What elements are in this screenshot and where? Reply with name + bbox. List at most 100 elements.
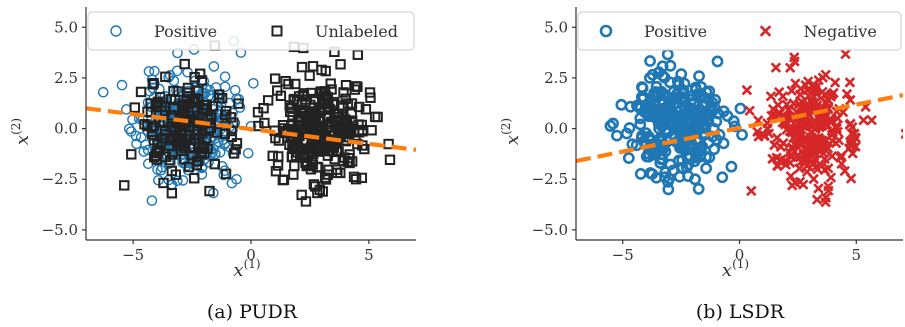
data-point-circle <box>702 93 715 105</box>
data-point-circle <box>673 123 686 135</box>
data-point-x <box>810 85 821 96</box>
data-point-square <box>272 85 283 96</box>
data-point-square <box>184 130 195 141</box>
data-point-square <box>219 109 231 120</box>
data-point-circle <box>692 183 705 195</box>
data-point-x <box>781 99 793 110</box>
data-point-square <box>288 169 299 180</box>
legend-frame <box>577 11 902 51</box>
data-point-square <box>147 79 159 90</box>
data-point-circle <box>716 171 729 184</box>
data-point-x <box>810 161 821 173</box>
data-point-square <box>139 119 150 130</box>
data-point-circle <box>116 79 128 91</box>
data-point-circle <box>640 127 652 140</box>
data-point-square <box>189 173 200 184</box>
data-point-square <box>307 61 319 72</box>
data-point-x <box>849 128 860 139</box>
data-point-x <box>840 48 851 60</box>
data-point-square <box>179 58 190 70</box>
data-point-square <box>338 87 349 98</box>
data-point-circle <box>97 86 109 98</box>
data-point-circle <box>615 98 628 111</box>
data-point-circle <box>146 195 158 206</box>
data-point-square <box>168 133 179 144</box>
data-point-circle <box>711 55 724 68</box>
legend-label-positive: Positive <box>154 22 217 41</box>
data-point-square <box>356 172 368 184</box>
legend: Positive Negative <box>577 11 902 51</box>
data-point-circle <box>177 175 189 186</box>
data-point-circle <box>130 130 142 142</box>
data-point-square <box>194 68 206 79</box>
data-point-square <box>337 155 348 166</box>
data-point-x <box>789 138 801 149</box>
data-point-square <box>354 101 365 113</box>
plot-area <box>86 35 416 207</box>
data-point-square <box>158 177 169 189</box>
data-point-x <box>816 120 827 132</box>
data-point-square <box>291 136 303 147</box>
data-point-circle <box>650 112 663 125</box>
data-point-circle <box>700 151 712 163</box>
data-point-x <box>786 123 798 134</box>
data-point-circle <box>664 59 677 72</box>
y-axis-label: x(2) <box>9 118 33 145</box>
data-point-square <box>177 104 189 116</box>
legend-marker-negative <box>759 25 772 37</box>
y-tick-label: −2.5 <box>532 170 568 188</box>
data-point-circle <box>683 102 696 115</box>
data-point-square <box>220 168 232 180</box>
legend-marker-positive <box>110 25 122 37</box>
data-point-x <box>779 155 791 166</box>
data-point-square <box>283 78 294 90</box>
data-point-circle <box>681 151 694 164</box>
data-point-circle <box>696 113 709 126</box>
data-point-x <box>800 157 811 168</box>
data-point-square <box>213 89 225 100</box>
legend-label-negative: Negative <box>804 22 877 41</box>
data-point-square <box>270 166 282 177</box>
data-point-circle <box>138 146 150 157</box>
data-point-square <box>349 84 361 95</box>
data-point-square <box>160 71 171 82</box>
data-point-square <box>198 143 210 154</box>
x-tick-label: 0 <box>246 246 256 264</box>
data-point-square <box>339 152 350 163</box>
data-point-square <box>319 86 331 97</box>
data-point-x <box>826 150 838 162</box>
data-point-square <box>259 117 270 129</box>
data-point-circle <box>653 66 665 79</box>
data-point-square <box>360 104 372 115</box>
data-point-x <box>758 130 769 141</box>
data-point-x <box>772 99 784 111</box>
data-point-circle <box>622 152 635 164</box>
data-point-square <box>191 160 203 171</box>
data-point-square <box>296 61 308 73</box>
data-point-square <box>372 111 383 123</box>
data-point-square <box>314 184 325 196</box>
data-point-x <box>819 153 830 165</box>
x-tick-label: 0 <box>735 246 745 264</box>
data-point-circle <box>242 147 254 159</box>
data-point-square <box>319 172 331 183</box>
x-tick-label: −5 <box>122 246 144 264</box>
data-point-x <box>839 165 850 177</box>
data-point-circle <box>248 78 259 89</box>
data-point-x <box>785 170 797 182</box>
data-point-square <box>300 196 312 207</box>
data-point-circle <box>674 128 687 141</box>
data-point-x <box>770 62 782 73</box>
data-point-x <box>815 134 826 146</box>
data-point-square <box>298 88 310 99</box>
data-point-square <box>289 160 300 172</box>
data-point-square <box>300 94 311 105</box>
y-tick-label: 5.0 <box>544 18 568 36</box>
data-point-square <box>325 78 336 89</box>
data-point-x <box>850 141 861 152</box>
data-point-circle <box>689 173 701 186</box>
data-point-circle <box>635 91 648 103</box>
data-point-square <box>225 112 237 123</box>
data-point-square <box>331 164 342 175</box>
legend-frame <box>87 11 415 51</box>
